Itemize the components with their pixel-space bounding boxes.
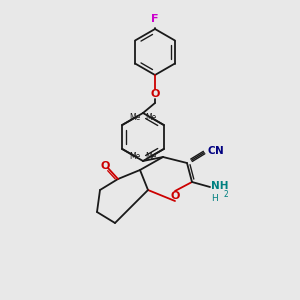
Text: Me: Me bbox=[130, 152, 141, 161]
Text: O: O bbox=[150, 89, 160, 99]
Text: N: N bbox=[215, 146, 224, 156]
Text: O: O bbox=[100, 161, 110, 171]
Text: Me: Me bbox=[145, 113, 156, 122]
Text: H: H bbox=[211, 194, 218, 203]
Text: 2: 2 bbox=[223, 190, 228, 199]
Text: O: O bbox=[170, 191, 180, 201]
Text: Me: Me bbox=[130, 113, 141, 122]
Text: NH: NH bbox=[211, 181, 229, 191]
Text: F: F bbox=[151, 14, 159, 24]
Text: C: C bbox=[208, 146, 216, 156]
Text: Me: Me bbox=[145, 152, 156, 161]
